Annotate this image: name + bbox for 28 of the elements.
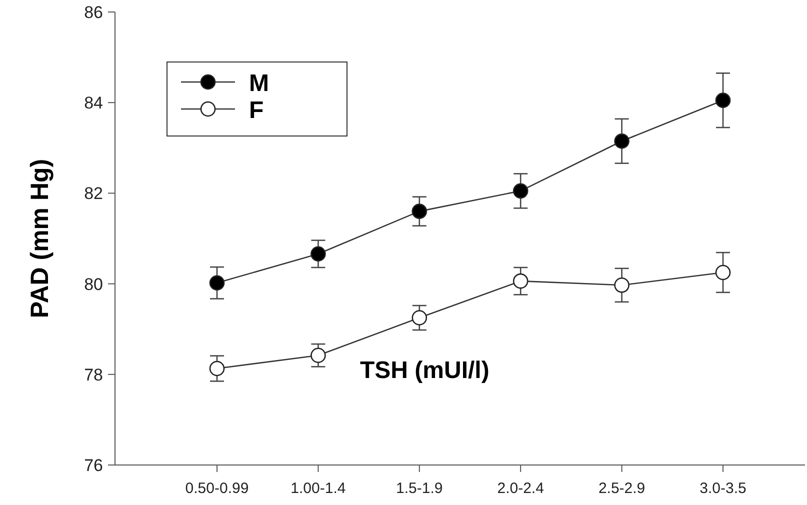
point <box>715 264 731 280</box>
y-tick-label: 76 <box>84 456 103 475</box>
y-tick-label: 78 <box>84 365 103 384</box>
x-tick-label: 0.50-0.99 <box>185 480 249 497</box>
y-tick-label: 82 <box>84 184 103 204</box>
point <box>310 246 326 262</box>
y-tick-label: 84 <box>84 94 103 113</box>
y-axis-title: PAD (mm Hg) <box>26 158 54 318</box>
point <box>614 278 630 293</box>
point <box>209 275 225 291</box>
y-tick-label: 80 <box>84 274 103 294</box>
x-axis-title: TSH (mUI/l) <box>360 357 490 384</box>
point <box>412 204 428 219</box>
x-tick-label: 3.0-3.5 <box>700 480 746 497</box>
point <box>614 133 630 149</box>
legend-label: M <box>249 70 269 97</box>
x-tick-label: 1.00-1.4 <box>290 480 346 497</box>
y-tick-label: 86 <box>84 2 103 22</box>
x-tick-label: 2.0-2.4 <box>497 480 544 497</box>
point <box>412 310 428 326</box>
point <box>715 92 731 108</box>
point <box>209 360 225 376</box>
point <box>512 273 528 289</box>
legend-label: F <box>249 97 264 124</box>
point <box>310 348 326 364</box>
x-tick-label: 2.5-2.9 <box>598 480 646 497</box>
x-tick-label: 1.5-1.9 <box>396 480 443 497</box>
point <box>512 183 528 199</box>
